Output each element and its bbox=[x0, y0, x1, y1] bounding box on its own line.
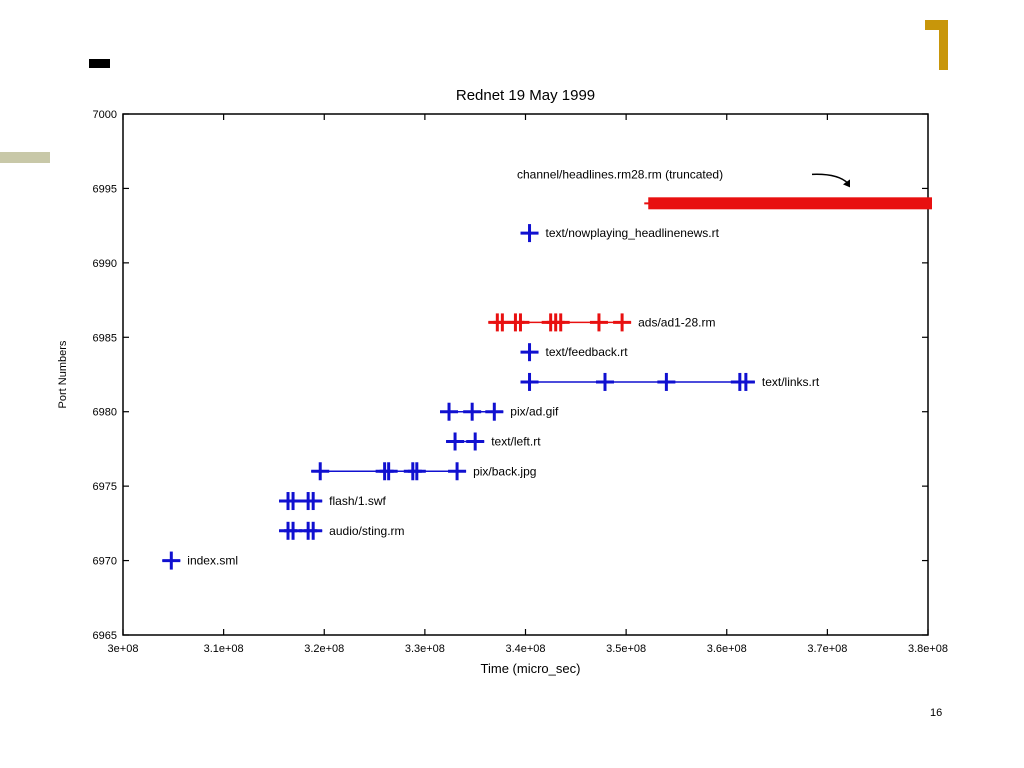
x-tick-label: 3.4e+08 bbox=[505, 643, 545, 655]
y-tick-label: 6995 bbox=[93, 183, 117, 195]
slide-decoration-dash bbox=[89, 59, 110, 68]
slide-decoration-corner bbox=[925, 20, 948, 70]
y-tick-label: 6975 bbox=[93, 481, 117, 493]
slide-decoration-bar bbox=[0, 152, 50, 163]
x-tick-label: 3.6e+08 bbox=[707, 643, 747, 655]
series-label: pix/ad.gif bbox=[510, 405, 559, 419]
chart-title: Rednet 19 May 1999 bbox=[456, 87, 595, 104]
series-label: text/left.rt bbox=[491, 434, 541, 448]
x-tick-label: 3.1e+08 bbox=[204, 643, 244, 655]
series-label: flash/1.swf bbox=[329, 494, 386, 508]
series-label: channel/headlines.rm28.rm (truncated) bbox=[517, 167, 723, 181]
series-label: pix/back.jpg bbox=[473, 464, 536, 478]
x-tick-label: 3.3e+08 bbox=[405, 643, 445, 655]
y-tick-label: 7000 bbox=[93, 109, 117, 121]
y-tick-label: 6980 bbox=[93, 407, 117, 419]
series-label: text/feedback.rt bbox=[546, 345, 629, 359]
y-axis-label: Port Numbers bbox=[57, 340, 69, 408]
y-tick-label: 6965 bbox=[93, 630, 117, 642]
series-label: text/links.rt bbox=[762, 375, 820, 389]
series-label: audio/sting.rm bbox=[329, 524, 404, 538]
series-label: text/nowplaying_headlinenews.rt bbox=[546, 226, 720, 240]
x-axis-label: Time (micro_sec) bbox=[481, 661, 581, 676]
x-tick-label: 3.5e+08 bbox=[606, 643, 646, 655]
x-tick-label: 3.7e+08 bbox=[807, 643, 847, 655]
y-tick-label: 6970 bbox=[93, 556, 117, 568]
annotation-arrowhead bbox=[843, 179, 850, 188]
series-label: ads/ad1-28.rm bbox=[638, 315, 715, 329]
annotation-arrow bbox=[811, 173, 849, 184]
series-label: index.sml bbox=[187, 554, 238, 568]
y-tick-label: 6990 bbox=[93, 258, 117, 270]
y-tick-label: 6985 bbox=[93, 332, 117, 344]
x-tick-label: 3e+08 bbox=[108, 643, 139, 655]
page-number: 16 bbox=[930, 707, 943, 719]
x-tick-label: 3.2e+08 bbox=[304, 643, 344, 655]
x-tick-label: 3.8e+08 bbox=[908, 643, 948, 655]
